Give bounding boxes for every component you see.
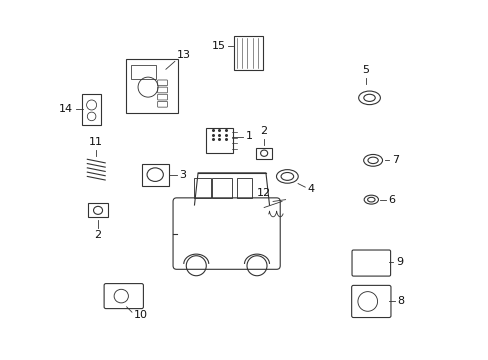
Text: 1: 1 bbox=[246, 131, 253, 141]
Text: 9: 9 bbox=[395, 257, 402, 267]
Text: 7: 7 bbox=[391, 156, 398, 165]
Text: 10: 10 bbox=[134, 310, 147, 320]
Text: 3: 3 bbox=[179, 170, 186, 180]
Text: 15: 15 bbox=[211, 41, 225, 51]
Text: 6: 6 bbox=[387, 195, 394, 204]
Text: 8: 8 bbox=[396, 296, 404, 306]
Text: 13: 13 bbox=[176, 50, 190, 60]
Text: 2: 2 bbox=[260, 126, 267, 136]
Text: 11: 11 bbox=[89, 137, 103, 147]
Text: 12: 12 bbox=[257, 188, 270, 198]
Text: 14: 14 bbox=[59, 104, 73, 113]
Text: 5: 5 bbox=[362, 65, 369, 75]
Text: 4: 4 bbox=[306, 184, 313, 194]
Text: 2: 2 bbox=[94, 230, 102, 240]
